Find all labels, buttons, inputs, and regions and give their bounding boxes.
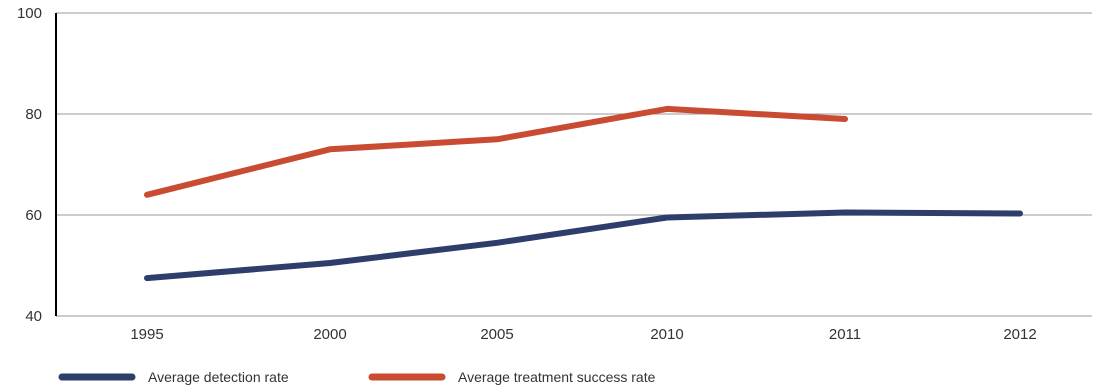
x-tick-label: 2000	[313, 326, 346, 343]
x-tick-label: 2005	[480, 326, 513, 343]
y-tick-label: 80	[25, 106, 42, 123]
x-tick-labels: 1995 2000 2005 2010 2011 2012	[130, 326, 1036, 343]
legend: Average detection rate Average treatment …	[58, 369, 656, 385]
series-line-0	[144, 209, 1023, 282]
y-tick-label: 100	[17, 5, 42, 22]
legend-label: Average detection rate	[148, 369, 289, 385]
legend-label: Average treatment success rate	[458, 369, 656, 385]
series-line-1	[144, 105, 848, 198]
series-lines	[144, 105, 1023, 282]
x-tick-label: 2012	[1003, 326, 1036, 343]
y-tick-labels: 40 60 80 100	[17, 5, 42, 325]
x-tick-label: 2011	[829, 326, 861, 343]
x-tick-label: 2010	[650, 326, 683, 343]
x-tick-label: 1995	[130, 326, 163, 343]
y-tick-label: 40	[25, 308, 42, 325]
y-tick-label: 60	[25, 207, 42, 224]
